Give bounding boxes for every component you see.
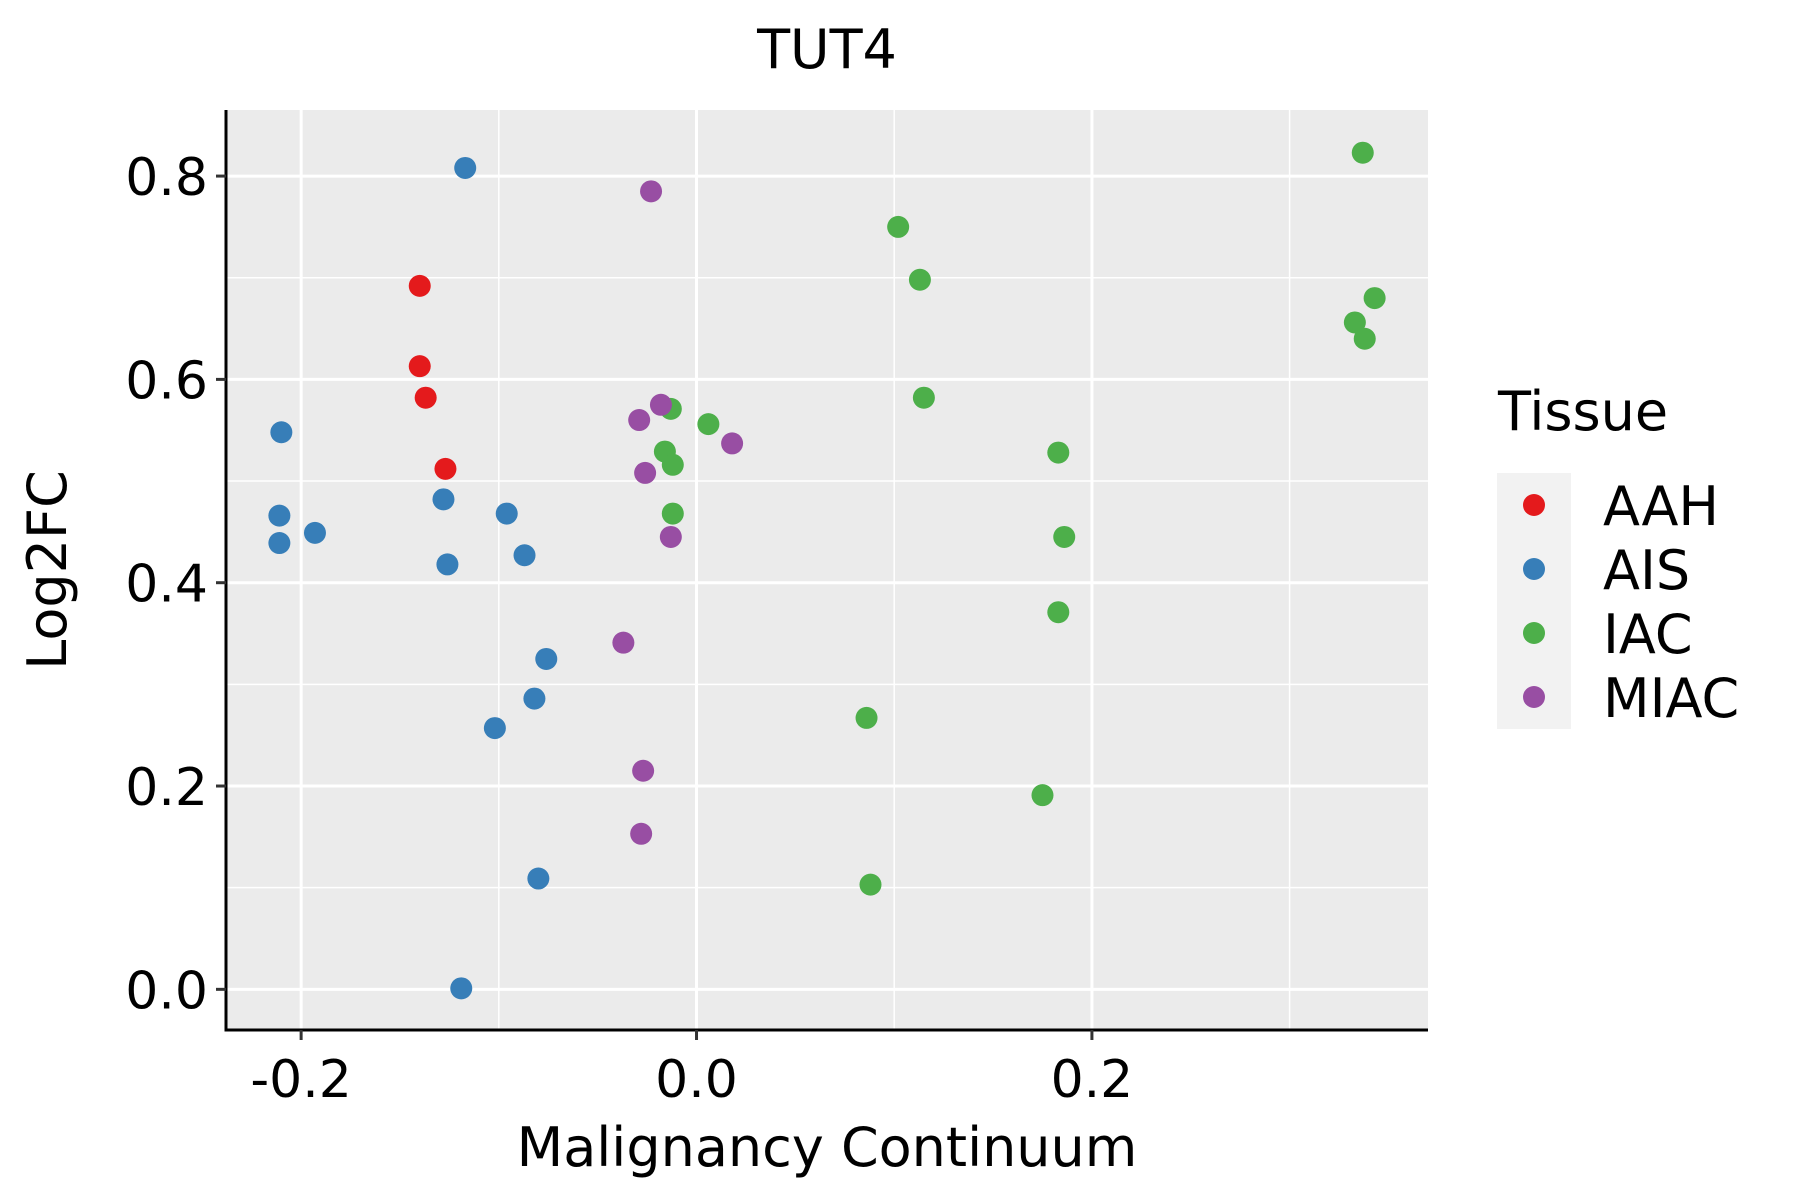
- x-tick-label: 0.2: [1051, 1050, 1134, 1110]
- data-point-ais: [454, 156, 477, 179]
- data-point-ais: [483, 717, 506, 740]
- legend-label: AIS: [1603, 539, 1690, 602]
- data-point-iac: [1047, 601, 1070, 624]
- x-tick-label: 0.0: [655, 1050, 738, 1110]
- data-point-miac: [721, 432, 744, 455]
- data-point-miac: [612, 631, 635, 654]
- data-point-iac: [908, 268, 931, 291]
- data-point-aah: [408, 274, 431, 297]
- y-axis-title: Log2FC: [16, 470, 79, 670]
- data-point-ais: [270, 421, 293, 444]
- data-point-iac: [661, 453, 684, 476]
- x-tick-label: -0.2: [250, 1050, 351, 1110]
- data-point-iac: [1363, 287, 1386, 310]
- data-point-ais: [535, 647, 558, 670]
- data-point-aah: [408, 355, 431, 378]
- data-point-ais: [432, 488, 455, 511]
- data-point-ais: [436, 553, 459, 576]
- data-point-iac: [855, 706, 878, 729]
- y-tick-label: 0.8: [125, 148, 208, 208]
- data-point-iac: [1047, 441, 1070, 464]
- x-axis-ticks: -0.2 0.0 0.2: [250, 1030, 1133, 1110]
- data-point-iac: [1353, 327, 1376, 350]
- data-points: [268, 141, 1386, 1000]
- data-point-miac: [632, 759, 655, 782]
- x-axis-title: Malignancy Continuum: [517, 1116, 1138, 1179]
- legend-swatch: [1523, 622, 1545, 644]
- data-point-iac: [912, 386, 935, 409]
- y-axis-ticks: 0.0 0.2 0.4 0.6 0.8: [125, 148, 226, 1021]
- y-tick-label: 0.6: [125, 351, 208, 411]
- legend-item-miac: MIAC: [1523, 667, 1739, 730]
- legend-label: AAH: [1603, 475, 1719, 538]
- data-point-aah: [414, 386, 437, 409]
- legend-swatch: [1523, 494, 1545, 516]
- data-point-aah: [434, 457, 457, 480]
- data-point-ais: [527, 867, 550, 890]
- y-tick-label: 0.0: [125, 961, 208, 1021]
- data-point-iac: [1351, 141, 1374, 164]
- legend-swatch: [1523, 686, 1545, 708]
- data-point-miac: [634, 461, 657, 484]
- data-point-ais: [450, 977, 473, 1000]
- data-point-miac: [628, 409, 651, 432]
- data-point-iac: [887, 215, 910, 238]
- legend-label: MIAC: [1603, 667, 1739, 730]
- legend-title: Tissue: [1497, 380, 1668, 443]
- major-gridlines: [226, 110, 1428, 1030]
- data-point-iac: [1053, 525, 1076, 548]
- plot-panel: [226, 110, 1428, 1030]
- legend-item-iac: IAC: [1523, 603, 1693, 666]
- data-point-ais: [268, 532, 291, 555]
- data-point-miac: [630, 822, 653, 845]
- y-tick-label: 0.2: [125, 758, 208, 818]
- legend-item-ais: AIS: [1523, 539, 1690, 602]
- data-point-ais: [303, 521, 326, 544]
- y-tick-label: 0.4: [125, 555, 208, 615]
- data-point-ais: [513, 544, 536, 567]
- data-point-miac: [640, 180, 663, 203]
- data-point-ais: [268, 504, 291, 527]
- chart-title: TUT4: [756, 18, 897, 81]
- data-point-iac: [1343, 311, 1366, 334]
- data-point-iac: [1031, 784, 1054, 807]
- legend-item-aah: AAH: [1523, 475, 1719, 538]
- data-point-ais: [523, 687, 546, 710]
- legend-label: IAC: [1603, 603, 1693, 666]
- data-point-iac: [859, 873, 882, 896]
- data-point-miac: [649, 393, 672, 416]
- legend-swatch: [1523, 558, 1545, 580]
- data-point-miac: [659, 525, 682, 548]
- data-point-iac: [697, 413, 720, 436]
- data-point-iac: [661, 502, 684, 525]
- data-point-ais: [495, 502, 518, 525]
